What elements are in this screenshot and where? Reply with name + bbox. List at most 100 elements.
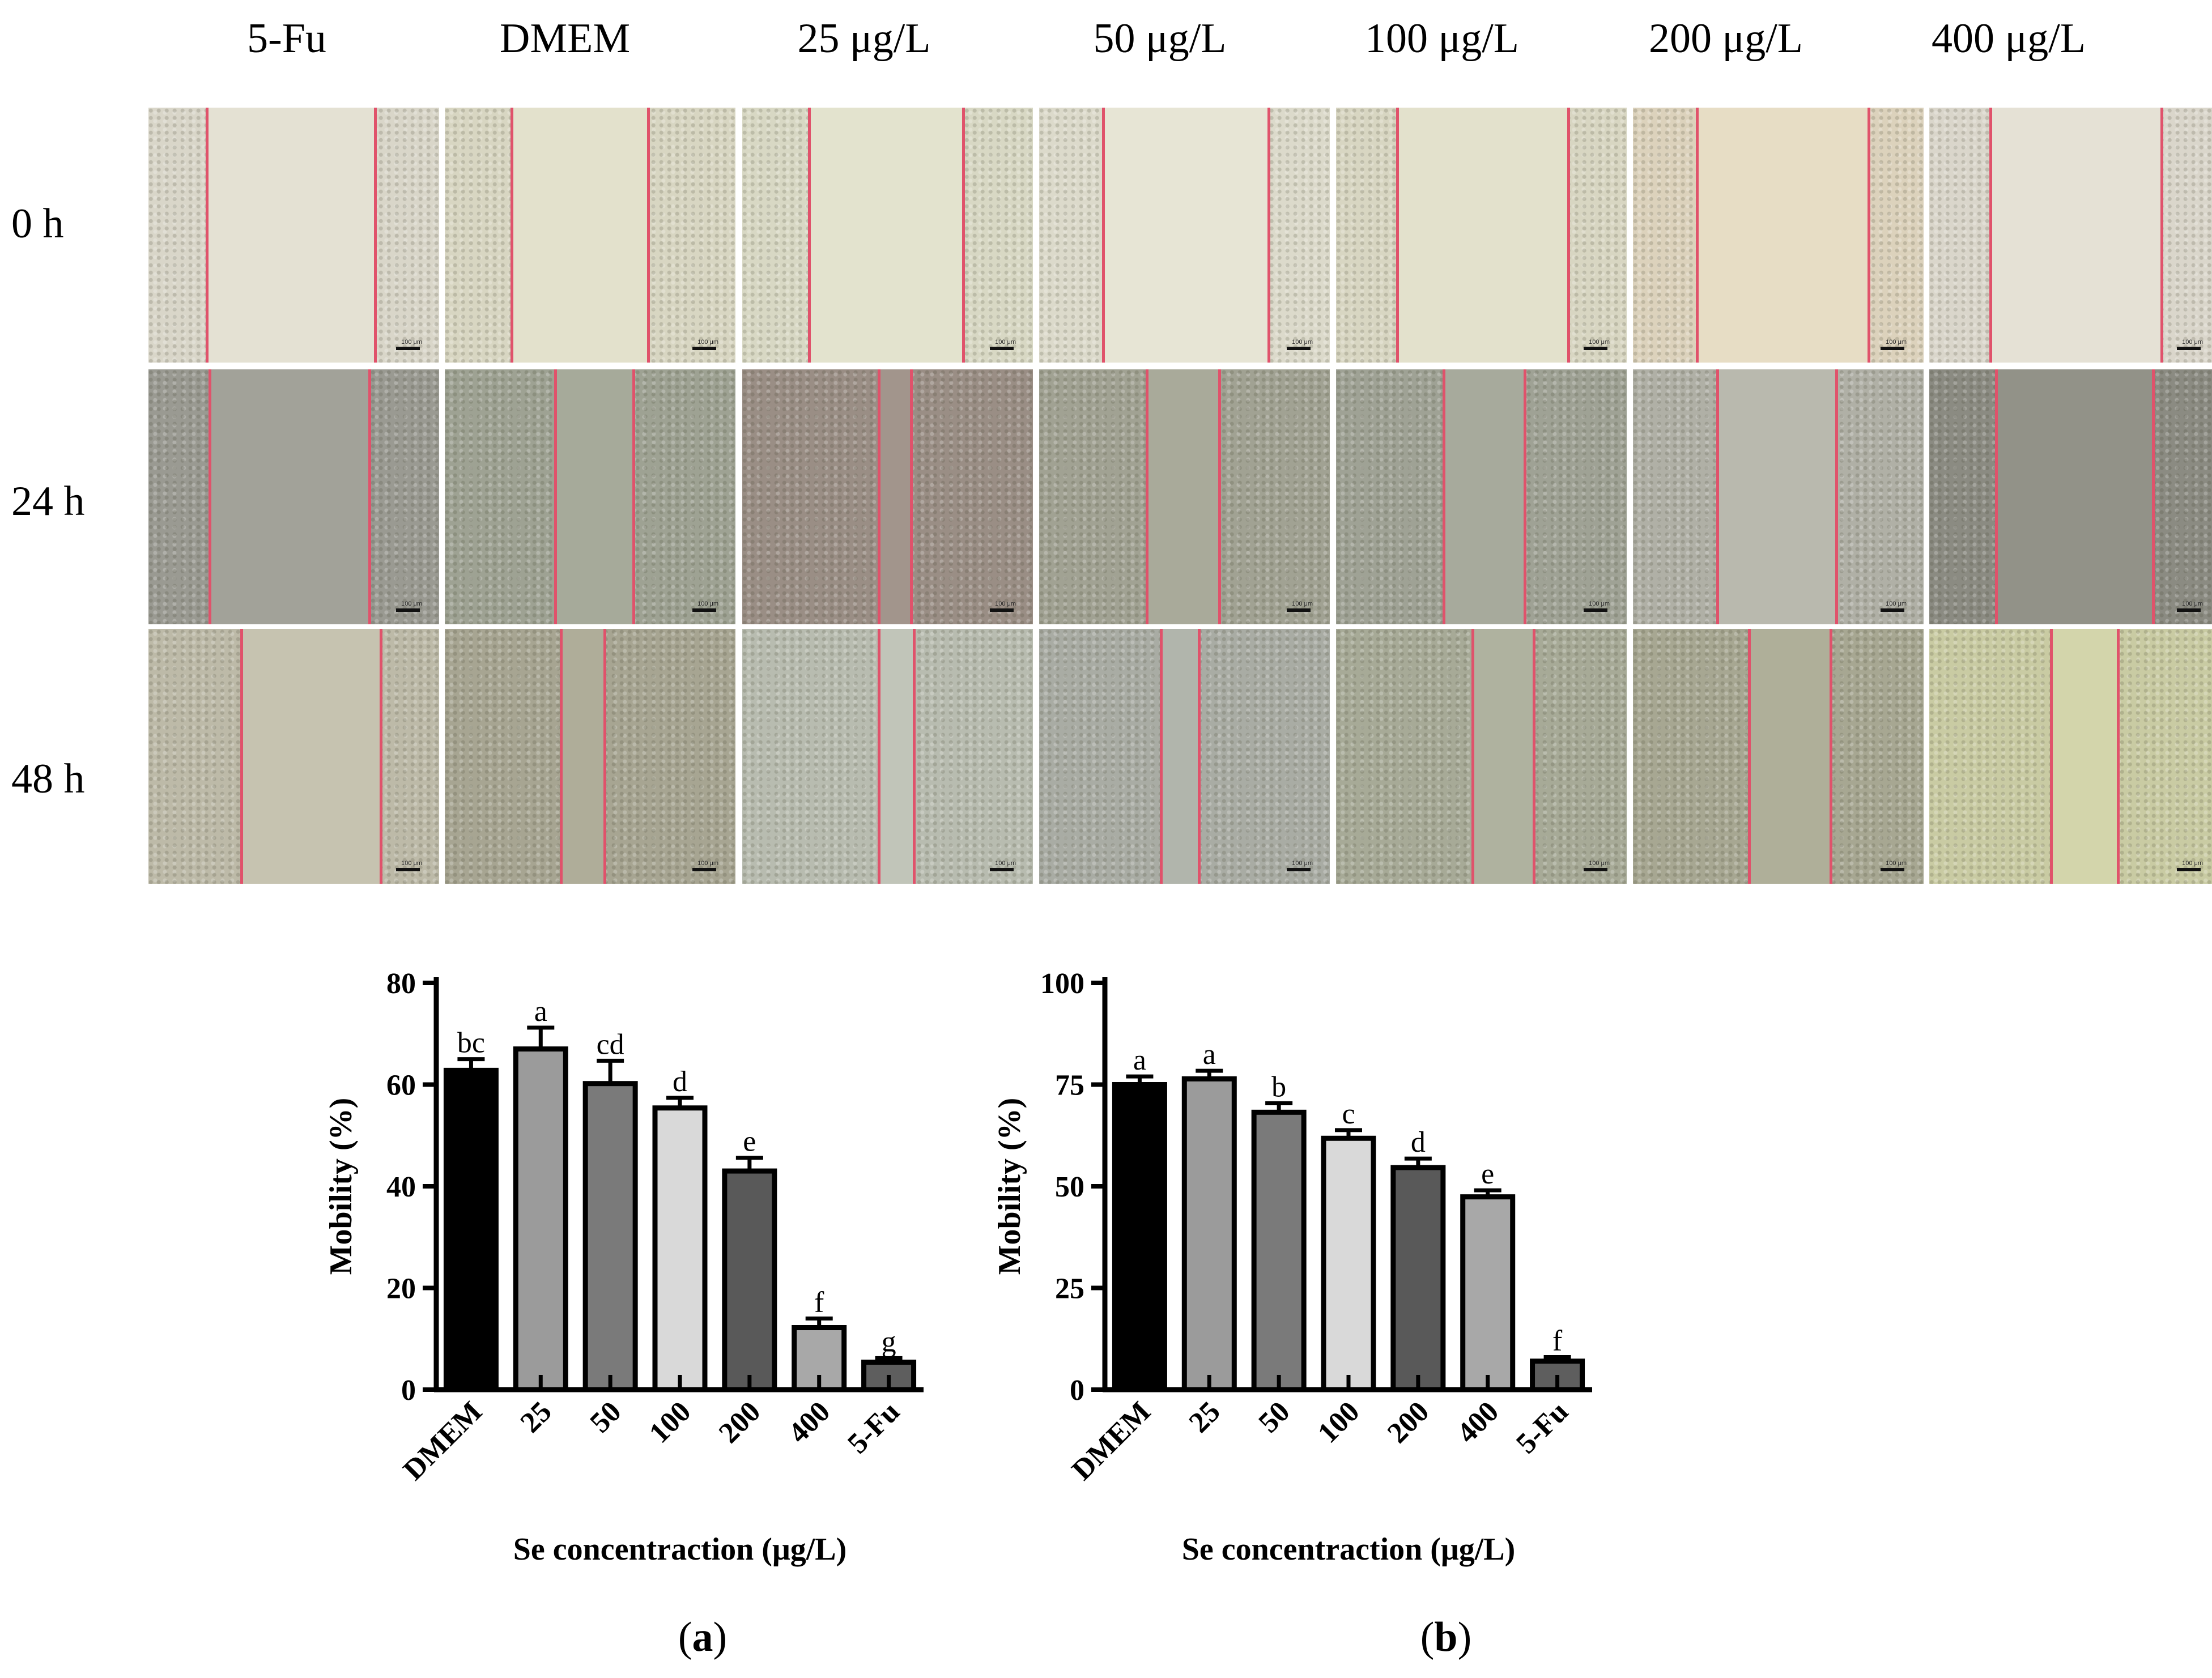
scale-bar	[1584, 608, 1607, 612]
bar-chart-b: 0 25 50 75 100 Mobility (%) a DMEM a 25 b 50 c 100 d 20…	[992, 968, 1592, 1567]
bar	[1112, 1082, 1167, 1392]
scale-bar-label: 100 μm	[995, 860, 1016, 867]
x-tick-label: 400	[782, 1395, 836, 1449]
panel-tag-a: (a)	[678, 1614, 728, 1660]
wound-edge-line	[807, 108, 811, 363]
scratch-gap	[1397, 108, 1569, 363]
scale-bar-label: 100 μm	[995, 339, 1016, 346]
micrograph-panel: 100 μm	[1929, 369, 2212, 624]
scale-bar	[692, 868, 716, 871]
x-axis-label: Se concentraction (μg/L)	[513, 1532, 847, 1567]
significance-letter: g	[882, 1326, 896, 1358]
scratch-gap	[879, 629, 914, 884]
scratch-gap	[2051, 629, 2119, 884]
micrograph-panel: 100 μm	[1336, 108, 1627, 363]
wound-edge-line	[878, 369, 881, 624]
column-label: 5-Fu	[247, 15, 326, 62]
micrograph-panel: 100 μm	[1336, 629, 1627, 884]
scratch-gap	[511, 108, 649, 363]
column-label: DMEM	[499, 15, 631, 62]
x-tick-label: 5-Fu	[841, 1395, 906, 1460]
wound-edge-line	[240, 629, 244, 884]
scale-bar-label: 100 μm	[1589, 339, 1610, 346]
significance-letter: c	[1342, 1098, 1355, 1130]
micrograph-panel: 100 μm	[742, 108, 1033, 363]
significance-letter: a	[1133, 1044, 1146, 1076]
wound-edge-line	[878, 629, 881, 884]
y-axis-label: Mobility (%)	[324, 1098, 359, 1275]
scale-bar	[692, 608, 716, 612]
micrograph-panel: 100 μm	[1929, 108, 2212, 363]
scale-bar-label: 100 μm	[401, 600, 422, 607]
wound-edge-line	[1524, 369, 1527, 624]
x-tick-label: DMEM	[1066, 1395, 1157, 1487]
significance-letter: a	[534, 995, 547, 1028]
micrograph-panel: 100 μm	[148, 108, 439, 363]
scale-bar-label: 100 μm	[1292, 339, 1313, 346]
scratch-gap	[206, 108, 376, 363]
scale-bar	[1287, 868, 1311, 871]
column-label: 400 μg/L	[1932, 15, 2086, 62]
wound-edge-line	[1567, 108, 1571, 363]
row-label: 24 h	[11, 478, 85, 525]
scale-bar-label: 100 μm	[1886, 600, 1907, 607]
scratch-gap	[1443, 369, 1525, 624]
significance-letter: f	[1552, 1325, 1563, 1357]
scale-bar	[1584, 868, 1607, 871]
significance-letter: f	[814, 1286, 824, 1318]
significance-letter: cd	[597, 1028, 624, 1061]
micrograph-panel: 100 μm	[742, 629, 1033, 884]
scale-bar-label: 100 μm	[401, 339, 422, 346]
micrograph-panel: 100 μm	[1039, 369, 1330, 624]
wound-edge-line	[1145, 369, 1148, 624]
row-label: 0 h	[11, 201, 64, 247]
scratch-gap	[209, 369, 369, 624]
wound-edge-line	[1748, 629, 1751, 884]
x-tick-label: 25	[514, 1395, 558, 1439]
scale-bar	[2177, 347, 2201, 350]
wound-edge-line	[909, 369, 913, 624]
wound-edge-line	[1101, 108, 1105, 363]
scratch-gap	[809, 108, 963, 363]
scale-bar	[396, 608, 420, 612]
significance-letter: e	[743, 1126, 756, 1158]
scale-bar-label: 100 μm	[1292, 600, 1313, 607]
scratch-gap	[879, 369, 911, 624]
micrograph-panel: 100 μm	[148, 369, 439, 624]
y-axis-label: Mobility (%)	[992, 1098, 1027, 1275]
bar	[582, 1081, 638, 1392]
scale-bar-label: 100 μm	[1589, 860, 1610, 867]
wound-edge-line	[1829, 629, 1832, 884]
wound-edge-line	[2050, 629, 2053, 884]
scale-bar-label: 100 μm	[1886, 860, 1907, 867]
bar	[652, 1105, 708, 1392]
wound-edge-line	[603, 629, 607, 884]
y-tick-label: 0	[1070, 1374, 1084, 1407]
scale-bar-label: 100 μm	[2182, 600, 2203, 607]
wound-edge-line	[647, 108, 650, 363]
column-label: 25 μg/L	[797, 15, 931, 62]
scale-bar	[990, 347, 1014, 350]
wound-edge-line	[632, 369, 636, 624]
scratch-gap	[241, 629, 381, 884]
significance-letter: a	[1203, 1038, 1216, 1071]
row-label: 48 h	[11, 756, 85, 802]
scale-bar-label: 100 μm	[697, 339, 718, 346]
wound-edge-line	[1994, 369, 1998, 624]
wound-edge-line	[205, 108, 209, 363]
bar	[443, 1067, 499, 1392]
bar-chart-a: 0 20 40 60 80 Mobility (%) bc DMEM a 25 cd 50 d 100 e 2…	[324, 968, 924, 1567]
y-tick-label: 20	[386, 1273, 416, 1305]
scratch-gap	[1146, 369, 1220, 624]
bar	[1251, 1109, 1307, 1392]
wound-edge-line	[368, 369, 371, 624]
x-tick-label: 100	[643, 1395, 697, 1449]
x-tick-label: 100	[1312, 1395, 1366, 1449]
y-tick-label: 75	[1055, 1070, 1084, 1102]
scale-bar	[1881, 868, 1904, 871]
scale-bar-label: 100 μm	[995, 600, 1016, 607]
scale-bar	[692, 347, 716, 350]
wound-edge-line	[560, 629, 563, 884]
scale-bar	[1881, 608, 1904, 612]
